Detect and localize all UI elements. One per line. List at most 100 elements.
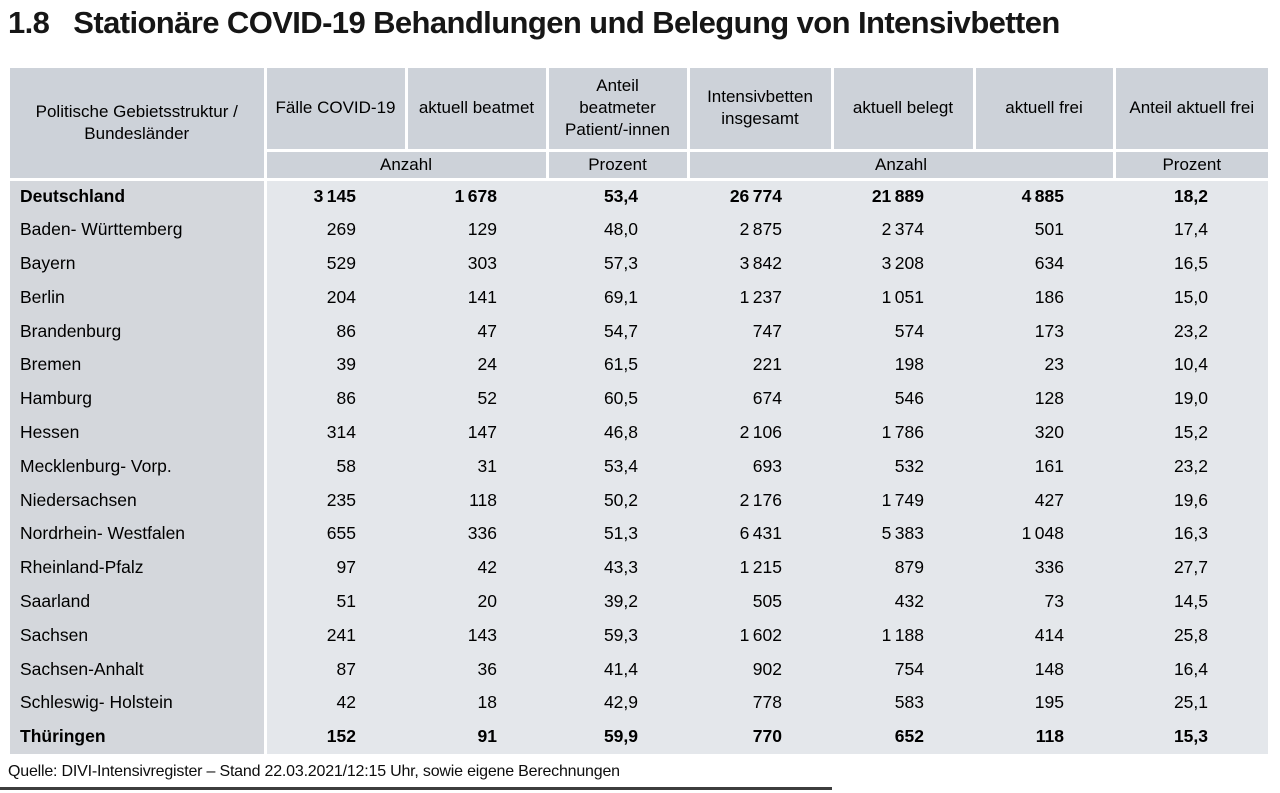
page-title: 1.8 Stationäre COVID-19 Behandlungen und… xyxy=(8,5,1274,41)
row-label-cell: Hessen xyxy=(10,415,267,450)
row-label-cell: Niedersachsen xyxy=(10,483,267,518)
occupied-cell: 3 208 xyxy=(832,246,974,281)
occupied-cell: 5 383 xyxy=(832,517,974,551)
ventilated-cell: 118 xyxy=(406,483,547,518)
icu-total-cell: 6 431 xyxy=(688,517,832,551)
occupied-cell: 21 889 xyxy=(832,179,974,213)
title-text: Stationäre COVID-19 Behandlungen und Bel… xyxy=(73,5,1060,40)
occupied-cell: 2 374 xyxy=(832,212,974,247)
icu-total-cell: 2 106 xyxy=(688,415,832,450)
row-label-cell: Berlin xyxy=(10,280,267,315)
occupied-cell: 583 xyxy=(832,686,974,720)
row-label-cell: Rheinland-Pfalz xyxy=(10,550,267,585)
table-row: Sachsen 241 143 59,3 1 602 1 188 414 25,… xyxy=(10,618,1268,653)
ventilated-share-cell: 42,9 xyxy=(547,686,688,720)
cases-cell: 241 xyxy=(265,618,406,653)
unit-header-prozent-1: Prozent xyxy=(545,150,690,181)
cases-cell: 42 xyxy=(265,686,406,720)
col-header-free: aktuell frei xyxy=(972,68,1116,152)
table-row: Berlin 204 141 69,1 1 237 1 051 186 15,0 xyxy=(10,280,1268,315)
row-label-cell: Mecklenburg- Vorp. xyxy=(10,449,267,484)
row-label-cell: Baden- Württemberg xyxy=(10,212,267,247)
occupied-cell: 1 051 xyxy=(832,280,974,315)
ventilated-share-cell: 50,2 xyxy=(547,483,688,518)
occupied-cell: 432 xyxy=(832,584,974,619)
row-label-cell: Brandenburg xyxy=(10,314,267,349)
icu-total-cell: 1 602 xyxy=(688,618,832,653)
free-share-cell: 23,2 xyxy=(1114,314,1268,349)
table-row: Mecklenburg- Vorp. 58 31 53,4 693 532 16… xyxy=(10,449,1268,484)
ventilated-cell: 91 xyxy=(406,719,547,754)
free-cell: 1 048 xyxy=(974,517,1114,551)
source-note: Quelle: DIVI-Intensivregister – Stand 22… xyxy=(8,763,620,780)
free-cell: 501 xyxy=(974,212,1114,247)
free-share-cell: 18,2 xyxy=(1114,179,1268,213)
cases-cell: 39 xyxy=(265,348,406,382)
row-label-cell: Nordrhein- Westfalen xyxy=(10,517,267,551)
ventilated-share-cell: 69,1 xyxy=(547,280,688,315)
icu-total-cell: 221 xyxy=(688,348,832,382)
icu-total-cell: 747 xyxy=(688,314,832,349)
free-share-cell: 19,6 xyxy=(1114,483,1268,518)
free-cell: 23 xyxy=(974,348,1114,382)
free-cell: 320 xyxy=(974,415,1114,450)
table-row: Rheinland-Pfalz 97 42 43,3 1 215 879 336… xyxy=(10,550,1268,585)
col-header-occupied: aktuell belegt xyxy=(830,68,976,152)
col-header-cases: Fälle COVID-19 xyxy=(263,68,408,152)
cases-cell: 269 xyxy=(265,212,406,247)
ventilated-cell: 24 xyxy=(406,348,547,382)
ventilated-share-cell: 53,4 xyxy=(547,449,688,484)
free-cell: 336 xyxy=(974,550,1114,585)
covid-icu-table: Politische Gebietsstruktur / Bundeslände… xyxy=(10,68,1268,754)
free-share-cell: 25,1 xyxy=(1114,686,1268,720)
icu-total-cell: 3 842 xyxy=(688,246,832,281)
free-cell: 4 885 xyxy=(974,179,1114,213)
cases-cell: 655 xyxy=(265,517,406,551)
row-label-cell: Schleswig- Holstein xyxy=(10,686,267,720)
ventilated-cell: 36 xyxy=(406,652,547,687)
ventilated-share-cell: 51,3 xyxy=(547,517,688,551)
table-row: Hessen 314 147 46,8 2 106 1 786 320 15,2 xyxy=(10,415,1268,450)
free-share-cell: 27,7 xyxy=(1114,550,1268,585)
unit-header-prozent-2: Prozent xyxy=(1112,150,1268,181)
ventilated-share-cell: 57,3 xyxy=(547,246,688,281)
table-row: Bremen 39 24 61,5 221 198 23 10,4 xyxy=(10,348,1268,382)
free-share-cell: 10,4 xyxy=(1114,348,1268,382)
ventilated-share-cell: 39,2 xyxy=(547,584,688,619)
cases-cell: 314 xyxy=(265,415,406,450)
table-row: Sachsen-Anhalt 87 36 41,4 902 754 148 16… xyxy=(10,652,1268,687)
row-label-cell: Sachsen-Anhalt xyxy=(10,652,267,687)
ventilated-cell: 18 xyxy=(406,686,547,720)
free-share-cell: 16,5 xyxy=(1114,246,1268,281)
ventilated-share-cell: 61,5 xyxy=(547,348,688,382)
bottom-bar xyxy=(0,787,832,790)
occupied-cell: 1 786 xyxy=(832,415,974,450)
cases-cell: 51 xyxy=(265,584,406,619)
row-label-cell: Saarland xyxy=(10,584,267,619)
icu-total-cell: 778 xyxy=(688,686,832,720)
icu-total-cell: 1 215 xyxy=(688,550,832,585)
title-number: 1.8 xyxy=(8,5,50,40)
table-row: Baden- Württemberg 269 129 48,0 2 875 2 … xyxy=(10,212,1268,247)
free-cell: 195 xyxy=(974,686,1114,720)
ventilated-cell: 303 xyxy=(406,246,547,281)
ventilated-share-cell: 53,4 xyxy=(547,179,688,213)
ventilated-cell: 52 xyxy=(406,381,547,416)
free-share-cell: 16,4 xyxy=(1114,652,1268,687)
ventilated-cell: 31 xyxy=(406,449,547,484)
col-header-icu-total: Intensivbetten insgesamt xyxy=(686,68,834,152)
free-share-cell: 16,3 xyxy=(1114,517,1268,551)
free-share-cell: 15,3 xyxy=(1114,719,1268,754)
cases-cell: 152 xyxy=(265,719,406,754)
free-cell: 173 xyxy=(974,314,1114,349)
ventilated-share-cell: 46,8 xyxy=(547,415,688,450)
unit-header-anzahl-1: Anzahl xyxy=(263,150,549,181)
ventilated-share-cell: 59,3 xyxy=(547,618,688,653)
free-cell: 186 xyxy=(974,280,1114,315)
ventilated-cell: 1 678 xyxy=(406,179,547,213)
row-label-cell: Bremen xyxy=(10,348,267,382)
ventilated-share-cell: 43,3 xyxy=(547,550,688,585)
occupied-cell: 532 xyxy=(832,449,974,484)
row-label-cell: Bayern xyxy=(10,246,267,281)
icu-total-cell: 770 xyxy=(688,719,832,754)
